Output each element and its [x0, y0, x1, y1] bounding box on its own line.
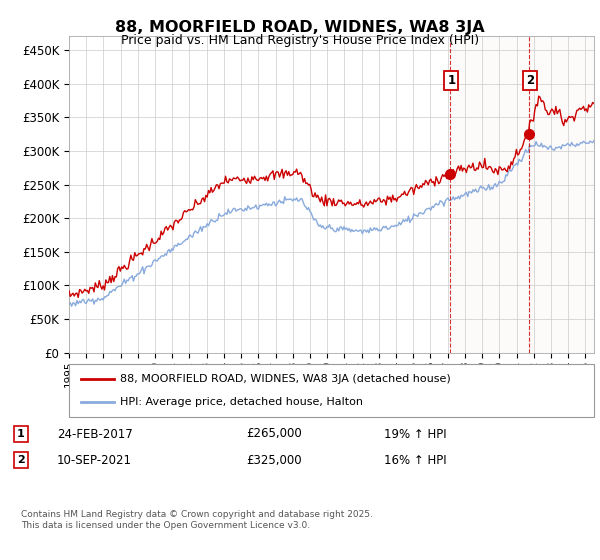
Text: 1: 1: [17, 429, 25, 439]
Text: Contains HM Land Registry data © Crown copyright and database right 2025.
This d: Contains HM Land Registry data © Crown c…: [21, 510, 373, 530]
Text: 16% ↑ HPI: 16% ↑ HPI: [384, 454, 446, 467]
Text: 2: 2: [526, 74, 535, 87]
Bar: [529, 36, 594, 353]
Text: HPI: Average price, detached house, Halton: HPI: Average price, detached house, Halt…: [120, 397, 363, 407]
Bar: [450, 36, 529, 353]
Text: 10-SEP-2021: 10-SEP-2021: [57, 454, 132, 467]
Text: £265,000: £265,000: [246, 427, 302, 441]
Text: 2: 2: [17, 455, 25, 465]
Text: 88, MOORFIELD ROAD, WIDNES, WA8 3JA: 88, MOORFIELD ROAD, WIDNES, WA8 3JA: [115, 20, 485, 35]
Text: 1: 1: [448, 74, 455, 87]
Text: 24-FEB-2017: 24-FEB-2017: [57, 427, 133, 441]
Text: Price paid vs. HM Land Registry's House Price Index (HPI): Price paid vs. HM Land Registry's House …: [121, 34, 479, 46]
Text: £325,000: £325,000: [246, 454, 302, 467]
Text: 88, MOORFIELD ROAD, WIDNES, WA8 3JA (detached house): 88, MOORFIELD ROAD, WIDNES, WA8 3JA (det…: [120, 374, 451, 384]
Text: 19% ↑ HPI: 19% ↑ HPI: [384, 427, 446, 441]
